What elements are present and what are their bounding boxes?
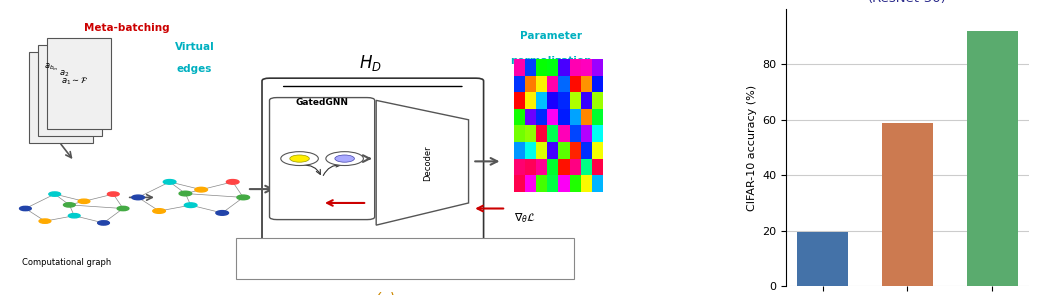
Circle shape bbox=[107, 192, 119, 196]
Circle shape bbox=[281, 152, 318, 165]
Circle shape bbox=[69, 214, 80, 218]
FancyBboxPatch shape bbox=[47, 38, 111, 130]
Bar bbox=[797, 232, 848, 286]
Text: $a_{b_m}$: $a_{b_m}$ bbox=[45, 61, 59, 73]
Text: normalization: normalization bbox=[510, 56, 592, 66]
Circle shape bbox=[20, 206, 31, 211]
Circle shape bbox=[179, 191, 192, 196]
Polygon shape bbox=[376, 100, 469, 225]
Circle shape bbox=[227, 180, 239, 184]
Circle shape bbox=[39, 219, 51, 223]
Text: $a_1 \sim \mathcal{F}$: $a_1 \sim \mathcal{F}$ bbox=[60, 75, 88, 87]
Text: Forward pass: Forward pass bbox=[303, 254, 359, 263]
FancyBboxPatch shape bbox=[29, 52, 94, 143]
Y-axis label: CIFAR-10 accuracy (%): CIFAR-10 accuracy (%) bbox=[747, 84, 757, 211]
FancyBboxPatch shape bbox=[38, 45, 102, 136]
Text: Parameter: Parameter bbox=[521, 31, 582, 41]
Circle shape bbox=[163, 180, 176, 184]
Title: Example of evaluating on an
unseen architecture $a \notin \mathcal{F}$
(ResNet-5: Example of evaluating on an unseen archi… bbox=[811, 0, 1003, 5]
Text: $a_2$: $a_2$ bbox=[59, 69, 70, 79]
Text: $H_D$: $H_D$ bbox=[359, 53, 382, 73]
Circle shape bbox=[335, 155, 354, 162]
Text: (a): (a) bbox=[375, 292, 397, 295]
Circle shape bbox=[326, 152, 364, 165]
FancyBboxPatch shape bbox=[236, 238, 574, 279]
Circle shape bbox=[49, 192, 60, 196]
Circle shape bbox=[153, 209, 165, 213]
Circle shape bbox=[78, 199, 89, 204]
FancyBboxPatch shape bbox=[269, 98, 375, 219]
Circle shape bbox=[184, 203, 197, 207]
Circle shape bbox=[63, 203, 75, 207]
Circle shape bbox=[117, 206, 129, 211]
Text: Meta-batching: Meta-batching bbox=[84, 23, 169, 33]
Text: Virtual: Virtual bbox=[175, 42, 214, 52]
Text: Backward pass: Backward pass bbox=[461, 254, 524, 263]
Circle shape bbox=[98, 221, 109, 225]
Bar bbox=[966, 31, 1017, 286]
Circle shape bbox=[132, 195, 144, 200]
Text: GatedGNN: GatedGNN bbox=[295, 98, 349, 106]
Circle shape bbox=[216, 211, 229, 215]
Text: Decoder: Decoder bbox=[423, 145, 432, 181]
Text: Computational graph: Computational graph bbox=[22, 258, 111, 267]
Text: $\nabla_\theta \mathcal{L}$: $\nabla_\theta \mathcal{L}$ bbox=[514, 211, 536, 225]
Circle shape bbox=[237, 195, 249, 200]
Bar bbox=[882, 122, 933, 286]
Circle shape bbox=[290, 155, 310, 162]
Circle shape bbox=[195, 187, 208, 192]
Text: edges: edges bbox=[177, 64, 212, 74]
